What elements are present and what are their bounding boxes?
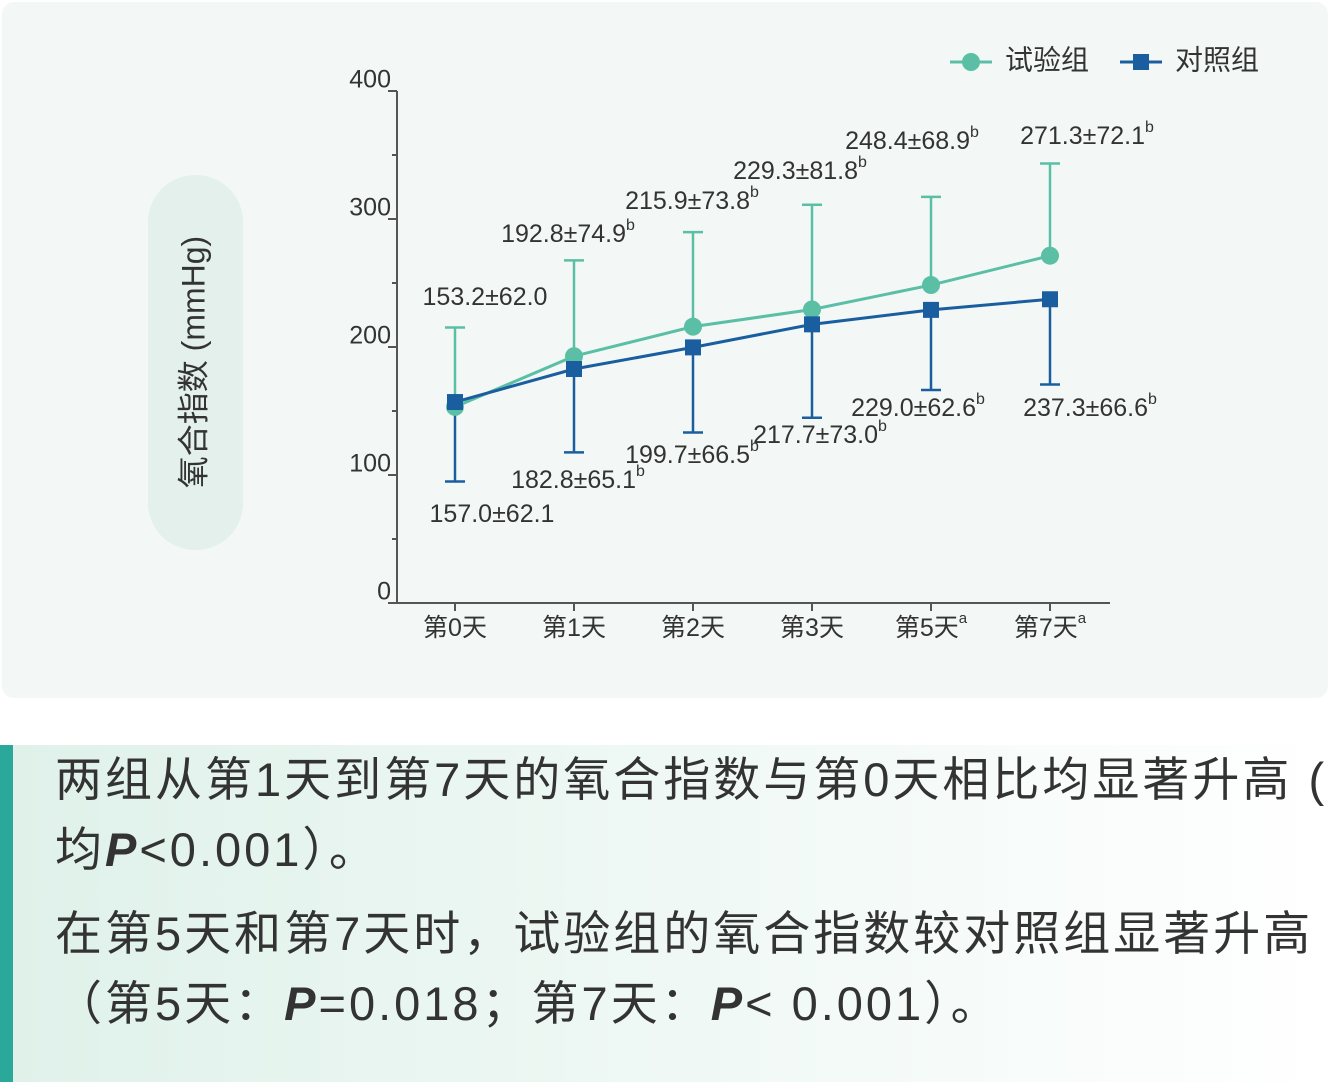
category: 第0天 [423,614,487,642]
value-label-text: 153.2±62.0 [423,283,548,311]
point [803,300,821,319]
point [447,394,463,411]
value-label: 237.3±66.6b [1023,391,1157,421]
legend-label: 对照组 [1175,44,1259,75]
x-tick-label: 第3天 [780,614,844,642]
value-label: 192.8±74.9b [501,217,635,247]
point [923,301,939,318]
point [804,316,820,333]
category: 第3天 [780,614,844,642]
value-label: 157.0±62.1 [430,500,555,528]
note-part: P [710,977,746,1030]
note-part: < 0.001）。 [745,977,1001,1030]
accent-bar [0,745,13,1082]
note: 在第5天和第7天时，试验组的氧合指数较对照组显著升高（第5天：P=0.018；第… [55,899,1330,1039]
value-label-text: 248.4±68.9 [845,127,970,155]
value-label: 217.7±73.0b [753,418,887,448]
y-tick-label: 300 [349,194,391,222]
value-label-text: 271.3±72.1 [1020,122,1145,150]
chart-panel [2,2,1328,698]
value-label-mark: b [750,438,759,455]
note-part: =0.018；第7天： [318,977,711,1030]
value-label: 248.4±68.9b [845,124,979,154]
value-label-mark: b [1148,391,1157,408]
value-label-mark: b [750,184,759,201]
value-label-mark: b [976,391,985,408]
value-label: 229.0±62.6b [851,391,985,421]
y-tick-label: 0 [377,578,391,606]
value-label-mark: b [878,418,887,435]
value-label: 229.3±81.8b [733,154,867,184]
y-tick-label: 200 [349,322,391,350]
value-label-mark: b [626,217,635,234]
value-label-text: 157.0±62.1 [430,500,555,528]
value-label-text: 217.7±73.0 [753,421,878,449]
value-label-text: 237.3±66.6 [1023,394,1148,422]
legend-label: 试验组 [1005,44,1089,75]
point [684,317,702,336]
value-label: 271.3±72.1b [1020,119,1154,149]
value-label: 215.9±73.8b [625,184,759,214]
point [566,361,582,378]
note-part: <0.001）。 [139,823,379,876]
value-label-text: 229.0±62.6 [851,394,976,422]
category: 第1天 [542,614,606,642]
chart: 氧合指数 (mmHg) 0 100 200 300 400 第0天 第1天 第2天 第3天 第5天… [2,2,1328,698]
value-label-text: 215.9±73.8 [625,187,750,215]
value-label-text: 182.8±65.1 [511,466,636,494]
category: 第7天 [1014,614,1078,642]
y-axis-label: 氧合指数 (mmHg) [175,236,211,488]
value-label-text: 199.7±66.5 [625,441,750,469]
x-tick-label: 第0天 [423,614,487,642]
value-label-mark: b [970,124,979,141]
category: 第5天 [895,614,959,642]
category-mark: a [1078,610,1087,627]
x-tick-label: 第2天 [661,614,725,642]
note-part: P [105,823,140,876]
legend-marker [962,53,980,71]
note-part: 两组从第1天到第7天的氧合指数与第0天相比均显著升高 ( 均 [55,753,1328,876]
point [1041,246,1059,265]
value-label-mark: b [858,154,867,171]
note-part: P [284,977,319,1030]
y-tick-label: 100 [349,450,391,478]
notes: 两组从第1天到第7天的氧合指数与第0天相比均显著升高 ( 均P<0.001）。在… [0,745,1330,1082]
x-tick-label: 第5天a [895,610,968,642]
legend-marker [1133,54,1149,70]
value-label: 182.8±65.1b [511,463,645,493]
series-line [454,297,1051,404]
x-tick-label: 第7天a [1014,610,1087,642]
note: 两组从第1天到第7天的氧合指数与第0天相比均显著升高 ( 均P<0.001）。 [55,745,1330,885]
value-label-mark: b [636,463,645,480]
point [922,276,940,295]
category-mark: a [959,610,968,627]
x-tick-label: 第1天 [542,614,606,642]
value-label-text: 192.8±74.9 [501,220,626,248]
note-part: 在第5天和第7天时，试验组的氧合指数较对照组显著升高（第5天： [55,907,1314,1030]
series-line [454,254,1051,409]
category: 第2天 [661,614,725,642]
point [565,347,583,366]
y-tick-label: 400 [349,66,391,94]
point [1042,291,1058,308]
value-label-mark: b [1145,119,1154,136]
y-label-pill [148,175,243,550]
point [685,339,701,356]
value-label: 153.2±62.0 [423,283,548,311]
value-label-text: 229.3±81.8 [733,157,858,185]
value-label: 199.7±66.5b [625,438,759,468]
